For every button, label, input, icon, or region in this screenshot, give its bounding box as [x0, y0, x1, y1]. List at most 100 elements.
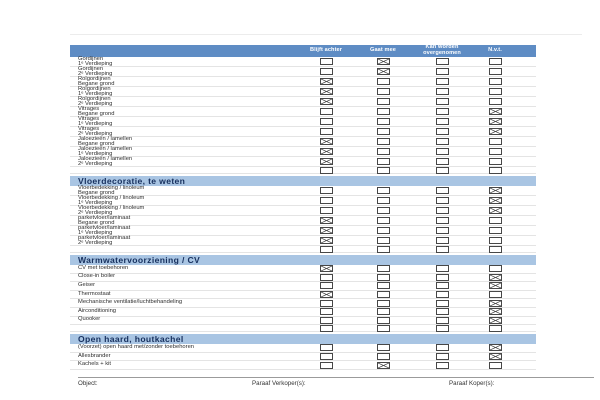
checkbox-gaat-mee[interactable] [376, 108, 390, 116]
checkbox-gaat-mee[interactable] [376, 148, 390, 156]
checkbox-nvt[interactable] [488, 148, 502, 156]
checkbox-gaat-mee[interactable] [376, 265, 390, 273]
checkbox-gaat-mee[interactable] [376, 273, 390, 281]
checkbox-kan-worden-overgenomen[interactable] [435, 361, 449, 369]
checkbox-nvt[interactable] [488, 98, 502, 106]
checkbox-nvt[interactable] [488, 237, 502, 245]
checkbox-blijft-achter[interactable] [319, 308, 333, 316]
checkbox-blijft-achter[interactable] [319, 291, 333, 299]
checkbox-kan-worden-overgenomen[interactable] [435, 138, 449, 146]
checkbox-gaat-mee[interactable] [376, 325, 390, 333]
checkbox-kan-worden-overgenomen[interactable] [435, 78, 449, 86]
checkbox-gaat-mee[interactable] [376, 78, 390, 86]
checkbox-kan-worden-overgenomen[interactable] [435, 353, 449, 361]
checkbox-kan-worden-overgenomen[interactable] [435, 98, 449, 106]
checkbox-kan-worden-overgenomen[interactable] [435, 273, 449, 281]
checkbox-gaat-mee[interactable] [376, 282, 390, 290]
checkbox-gaat-mee[interactable] [376, 308, 390, 316]
checkbox-blijft-achter[interactable] [319, 68, 333, 76]
checkbox-gaat-mee[interactable] [376, 187, 390, 195]
checkbox-blijft-achter[interactable] [319, 344, 333, 352]
checkbox-gaat-mee[interactable] [376, 58, 390, 66]
checkbox-kan-worden-overgenomen[interactable] [435, 325, 449, 333]
checkbox-kan-worden-overgenomen[interactable] [435, 299, 449, 307]
checkbox-nvt[interactable] [488, 197, 502, 205]
checkbox-kan-worden-overgenomen[interactable] [435, 68, 449, 76]
checkbox-blijft-achter[interactable] [319, 273, 333, 281]
checkbox-nvt[interactable] [488, 118, 502, 126]
checkbox-kan-worden-overgenomen[interactable] [435, 237, 449, 245]
checkbox-nvt[interactable] [488, 138, 502, 146]
checkbox-blijft-achter[interactable] [319, 361, 333, 369]
checkbox-blijft-achter[interactable] [319, 148, 333, 156]
checkbox-kan-worden-overgenomen[interactable] [435, 308, 449, 316]
checkbox-kan-worden-overgenomen[interactable] [435, 148, 449, 156]
checkbox-nvt[interactable] [488, 58, 502, 66]
checkbox-kan-worden-overgenomen[interactable] [435, 316, 449, 324]
checkbox-nvt[interactable] [488, 353, 502, 361]
checkbox-gaat-mee[interactable] [376, 118, 390, 126]
checkbox-blijft-achter[interactable] [319, 207, 333, 215]
checkbox-kan-worden-overgenomen[interactable] [435, 88, 449, 96]
checkbox-kan-worden-overgenomen[interactable] [435, 187, 449, 195]
checkbox-gaat-mee[interactable] [376, 299, 390, 307]
checkbox-gaat-mee[interactable] [376, 128, 390, 136]
checkbox-blijft-achter[interactable] [319, 325, 333, 333]
checkbox-kan-worden-overgenomen[interactable] [435, 197, 449, 205]
checkbox-blijft-achter[interactable] [319, 158, 333, 166]
checkbox-gaat-mee[interactable] [376, 237, 390, 245]
checkbox-kan-worden-overgenomen[interactable] [435, 265, 449, 273]
checkbox-gaat-mee[interactable] [376, 227, 390, 235]
checkbox-blijft-achter[interactable] [319, 138, 333, 146]
checkbox-kan-worden-overgenomen[interactable] [435, 291, 449, 299]
checkbox-blijft-achter[interactable] [319, 118, 333, 126]
checkbox-kan-worden-overgenomen[interactable] [435, 207, 449, 215]
checkbox-nvt[interactable] [488, 167, 502, 174]
checkbox-blijft-achter[interactable] [319, 246, 333, 253]
checkbox-nvt[interactable] [488, 344, 502, 352]
checkbox-nvt[interactable] [488, 88, 502, 96]
checkbox-blijft-achter[interactable] [319, 237, 333, 245]
checkbox-nvt[interactable] [488, 128, 502, 136]
checkbox-gaat-mee[interactable] [376, 167, 390, 174]
checkbox-gaat-mee[interactable] [376, 316, 390, 324]
checkbox-blijft-achter[interactable] [319, 316, 333, 324]
checkbox-blijft-achter[interactable] [319, 299, 333, 307]
checkbox-blijft-achter[interactable] [319, 167, 333, 174]
checkbox-gaat-mee[interactable] [376, 361, 390, 369]
checkbox-gaat-mee[interactable] [376, 246, 390, 253]
checkbox-nvt[interactable] [488, 316, 502, 324]
checkbox-kan-worden-overgenomen[interactable] [435, 246, 449, 253]
checkbox-nvt[interactable] [488, 291, 502, 299]
checkbox-blijft-achter[interactable] [319, 58, 333, 66]
checkbox-gaat-mee[interactable] [376, 353, 390, 361]
checkbox-nvt[interactable] [488, 299, 502, 307]
checkbox-nvt[interactable] [488, 108, 502, 116]
checkbox-kan-worden-overgenomen[interactable] [435, 128, 449, 136]
checkbox-blijft-achter[interactable] [319, 98, 333, 106]
checkbox-gaat-mee[interactable] [376, 68, 390, 76]
checkbox-gaat-mee[interactable] [376, 344, 390, 352]
checkbox-nvt[interactable] [488, 308, 502, 316]
checkbox-gaat-mee[interactable] [376, 158, 390, 166]
checkbox-blijft-achter[interactable] [319, 217, 333, 225]
checkbox-blijft-achter[interactable] [319, 88, 333, 96]
checkbox-nvt[interactable] [488, 217, 502, 225]
checkbox-blijft-achter[interactable] [319, 108, 333, 116]
checkbox-kan-worden-overgenomen[interactable] [435, 227, 449, 235]
checkbox-nvt[interactable] [488, 361, 502, 369]
checkbox-nvt[interactable] [488, 325, 502, 333]
checkbox-blijft-achter[interactable] [319, 265, 333, 273]
checkbox-kan-worden-overgenomen[interactable] [435, 118, 449, 126]
checkbox-gaat-mee[interactable] [376, 207, 390, 215]
checkbox-kan-worden-overgenomen[interactable] [435, 58, 449, 66]
checkbox-blijft-achter[interactable] [319, 187, 333, 195]
checkbox-gaat-mee[interactable] [376, 88, 390, 96]
checkbox-gaat-mee[interactable] [376, 291, 390, 299]
checkbox-nvt[interactable] [488, 207, 502, 215]
checkbox-nvt[interactable] [488, 158, 502, 166]
checkbox-blijft-achter[interactable] [319, 197, 333, 205]
checkbox-blijft-achter[interactable] [319, 282, 333, 290]
checkbox-kan-worden-overgenomen[interactable] [435, 167, 449, 174]
checkbox-nvt[interactable] [488, 78, 502, 86]
